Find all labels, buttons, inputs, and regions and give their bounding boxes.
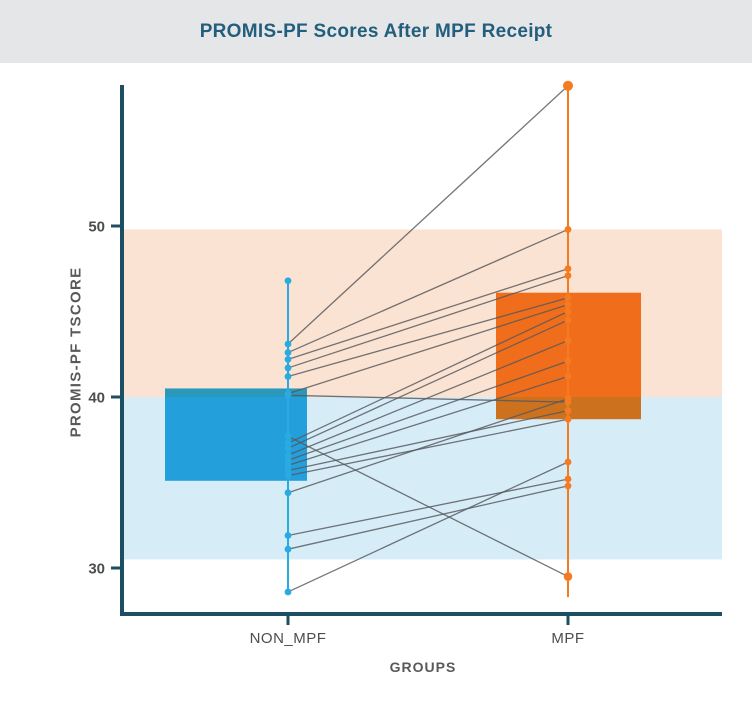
data-point-mpf <box>564 316 572 324</box>
pair-connector-line <box>287 304 569 395</box>
pair-connector-line <box>287 319 569 449</box>
y-tick-label: 40 <box>88 390 105 407</box>
data-point-non_mpf <box>284 373 292 380</box>
pair-connector-line <box>287 274 569 369</box>
pair-connector-line <box>287 310 569 444</box>
data-point-non_mpf <box>284 451 292 459</box>
category-label-non_mpf: NON_MPF <box>250 630 327 647</box>
data-point-mpf <box>563 572 573 581</box>
data-point-non_mpf <box>284 340 292 348</box>
data-point-non_mpf <box>284 588 292 596</box>
chart-title: PROMIS-PF Scores After MPF Receipt <box>199 20 553 42</box>
data-point-non_mpf <box>284 532 292 539</box>
x-axis-title: GROUPS <box>389 659 457 675</box>
data-point-non_mpf <box>284 349 292 356</box>
data-point-non_mpf <box>284 472 292 480</box>
data-point-mpf <box>564 357 572 365</box>
data-point-mpf <box>564 265 572 273</box>
pair-connector-line <box>287 360 569 461</box>
data-point-non_mpf <box>284 467 292 474</box>
y-axis-title: PROMIS-PF TSCORE <box>67 266 85 438</box>
data-point-mpf <box>564 475 572 483</box>
data-point-non_mpf <box>284 391 292 399</box>
data-point-non_mpf <box>284 489 292 497</box>
pair-connector-line <box>287 394 569 403</box>
box-non_mpf <box>165 388 307 481</box>
pair-connector-line <box>287 478 569 537</box>
pair-connector-line <box>287 85 569 345</box>
data-point-non_mpf <box>284 462 292 469</box>
pair-connector-line <box>287 461 569 593</box>
data-point-non_mpf <box>284 432 292 440</box>
pair-connector-line <box>287 375 569 467</box>
data-point-mpf <box>564 458 572 466</box>
data-point-non_mpf <box>284 545 292 553</box>
category-label-mpf: MPF <box>551 630 584 647</box>
data-point-mpf <box>564 337 572 344</box>
pair-connector-line <box>287 398 569 494</box>
pair-connector-line <box>287 228 569 354</box>
pair-connector-line <box>287 418 569 477</box>
pair-connector-line <box>287 485 569 550</box>
y-tick-label: 50 <box>88 219 105 236</box>
data-point-mpf <box>564 482 572 490</box>
pair-connector-line <box>287 268 569 360</box>
data-point-mpf <box>564 272 572 279</box>
pair-connector-line <box>287 339 569 456</box>
data-point-mpf <box>564 226 572 233</box>
data-point-mpf <box>564 373 572 380</box>
data-point-mpf <box>564 395 572 403</box>
data-point-mpf <box>564 294 572 302</box>
data-point-mpf <box>563 80 573 91</box>
data-point-non_mpf <box>284 456 292 464</box>
y-tick-label: 30 <box>88 561 105 578</box>
data-point-non_mpf <box>284 355 292 363</box>
data-point-mpf <box>564 407 572 415</box>
data-point-non_mpf <box>284 364 292 372</box>
pair-connector-line <box>287 435 569 578</box>
chart-header: PROMIS-PF Scores After MPF Receipt <box>0 0 752 63</box>
data-point-mpf <box>564 415 572 423</box>
data-point-non_mpf <box>284 444 292 452</box>
data-point-non_mpf <box>284 277 292 285</box>
data-point-non_mpf <box>284 439 292 447</box>
data-point-mpf <box>564 301 572 309</box>
pair-connector-line <box>287 297 569 378</box>
pair-connector-line <box>287 410 569 472</box>
data-point-mpf <box>564 308 572 315</box>
